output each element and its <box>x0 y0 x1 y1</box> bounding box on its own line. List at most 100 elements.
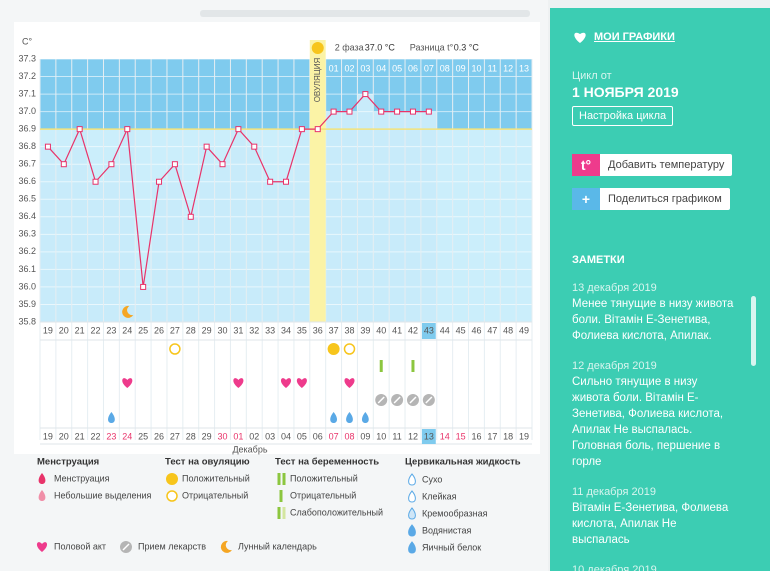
add-temperature-button[interactable]: t° Добавить температуру <box>572 154 733 176</box>
y-tick-label: 36.6 <box>18 176 36 186</box>
legend-title: Цервикальная жидкость <box>405 457 521 468</box>
y-tick-label: 36.3 <box>18 229 36 239</box>
pregnancy-test <box>279 490 283 502</box>
temperature-point <box>171 161 178 168</box>
y-tick-label: 36.2 <box>18 246 36 256</box>
notes-scrollbar[interactable] <box>751 296 756 366</box>
temperature-bar <box>103 164 120 322</box>
y-tick-label: 36.5 <box>18 194 36 204</box>
top-date: 13 <box>519 63 529 73</box>
bottom-date: 19 <box>43 431 53 441</box>
bottom-date: 11 <box>392 431 401 441</box>
top-date: 05 <box>392 63 402 73</box>
legend-item: Положительный <box>182 473 250 483</box>
temperature-bar <box>293 129 310 322</box>
temperature-point <box>251 143 258 150</box>
chart-panel: C° 35.8 35.9 36.0 36.1 36.2 36.3 36.4 36.5 36.6 3… <box>14 10 540 554</box>
legend-item: Слабоположительный <box>290 507 383 517</box>
ovulation-strip <box>309 40 326 322</box>
bottom-date: 19 <box>519 431 529 441</box>
cycle-day: 37 <box>329 325 339 335</box>
moon-icon <box>122 305 134 318</box>
current-day <box>421 323 436 339</box>
cycle-date: 1 НОЯБРЯ 2019 <box>572 84 679 100</box>
temperature-point <box>298 126 305 133</box>
top-date: 11 <box>488 63 497 73</box>
temperature-bar <box>166 164 183 322</box>
cycle-day: 49 <box>519 325 529 335</box>
legend-item: Половой акт <box>54 541 106 551</box>
cycle-day: 36 <box>313 325 323 335</box>
temperature-point <box>187 213 194 220</box>
bottom-date: 21 <box>75 431 85 441</box>
legend-item: Яичный белок <box>422 542 481 552</box>
temperature-point <box>124 126 131 133</box>
drop-icon <box>408 541 416 554</box>
notes-list: 13 декабря 2019 Менее тянущие в низу живо… <box>572 280 737 571</box>
temperature-point <box>60 161 67 168</box>
drop-icon <box>408 507 416 520</box>
cycle-day: 29 <box>202 325 212 335</box>
phase-value: 37.0 °C <box>365 42 396 52</box>
y-tick-label: 36.8 <box>18 141 36 151</box>
temp-icon: t° <box>572 154 600 176</box>
pill-slash <box>393 396 401 404</box>
ovulation-label: ОВУЛЯЦИЯ <box>313 57 322 102</box>
sidebar: МОИ ГРАФИКИ Цикл от 1 НОЯБРЯ 2019 Настро… <box>550 8 770 571</box>
temperature-bar <box>55 164 72 322</box>
cycle-day: 20 <box>59 325 69 335</box>
cycle-day: 40 <box>376 325 386 335</box>
cycle-day: 21 <box>75 325 85 335</box>
temperature-point <box>362 91 369 98</box>
drop-icon <box>408 490 416 503</box>
pregnancy-test <box>282 473 286 485</box>
bottom-date: 15 <box>456 431 466 441</box>
y-tick-label: 36.1 <box>18 264 36 274</box>
scrollbar[interactable] <box>200 10 530 17</box>
legend-title: Тест на овуляцию <box>165 457 250 468</box>
note: 10 декабря 2019 <box>572 562 737 571</box>
note-text: Менее тянущие в низу живота боли. Вітамі… <box>572 298 734 342</box>
bottom-date: 07 <box>329 431 339 441</box>
cycle-day: 38 <box>344 325 354 335</box>
plus-icon: + <box>572 188 600 210</box>
top-date: 10 <box>471 63 481 73</box>
temperature-point <box>219 161 226 168</box>
legend-item: Отрицательный <box>182 490 248 500</box>
my-charts[interactable]: МОИ ГРАФИКИ <box>594 31 675 43</box>
note-text: Сильно тянущие в низу живота боли. Вітам… <box>572 376 724 468</box>
note: 13 декабря 2019 Менее тянущие в низу живо… <box>572 280 737 344</box>
cycle-day: 32 <box>249 325 259 335</box>
temperature-point <box>203 143 210 150</box>
bottom-date: 30 <box>218 431 228 441</box>
legend-item: Положительный <box>290 473 358 483</box>
heart-icon <box>233 378 244 388</box>
cycle-day: 28 <box>186 325 196 335</box>
cycle-day: 27 <box>170 325 180 335</box>
temperature-point <box>394 108 401 115</box>
share-button[interactable]: + Поделиться графиком <box>572 188 730 210</box>
top-date: 08 <box>440 63 450 73</box>
top-date: 07 <box>424 63 434 73</box>
diff-value: 0.3 °C <box>454 42 480 52</box>
bottom-date: 08 <box>344 431 354 441</box>
cycle-day: 19 <box>43 325 53 335</box>
cycle-day: 22 <box>91 325 101 335</box>
add-temperature[interactable]: Добавить температуру <box>608 159 725 171</box>
legend-item: Сухо <box>422 474 442 484</box>
cycle-settings[interactable]: Настройка цикла <box>572 106 674 126</box>
legend-item: Отрицательный <box>290 490 356 500</box>
temperature-point <box>409 108 416 115</box>
temperature-point <box>76 126 83 133</box>
my-charts-link[interactable]: МОИ ГРАФИКИ <box>572 30 675 44</box>
cycle-day: 42 <box>408 325 418 335</box>
bottom-date: 12 <box>408 431 418 441</box>
drop-icon <box>408 524 416 537</box>
drop-icon <box>38 490 46 501</box>
cycle-day: 45 <box>456 325 466 335</box>
heart-icon <box>344 378 355 388</box>
drop-icon <box>408 473 416 486</box>
bottom-date: 17 <box>487 431 497 441</box>
share-chart[interactable]: Поделиться графиком <box>608 193 722 205</box>
cycle-day: 24 <box>122 325 132 335</box>
